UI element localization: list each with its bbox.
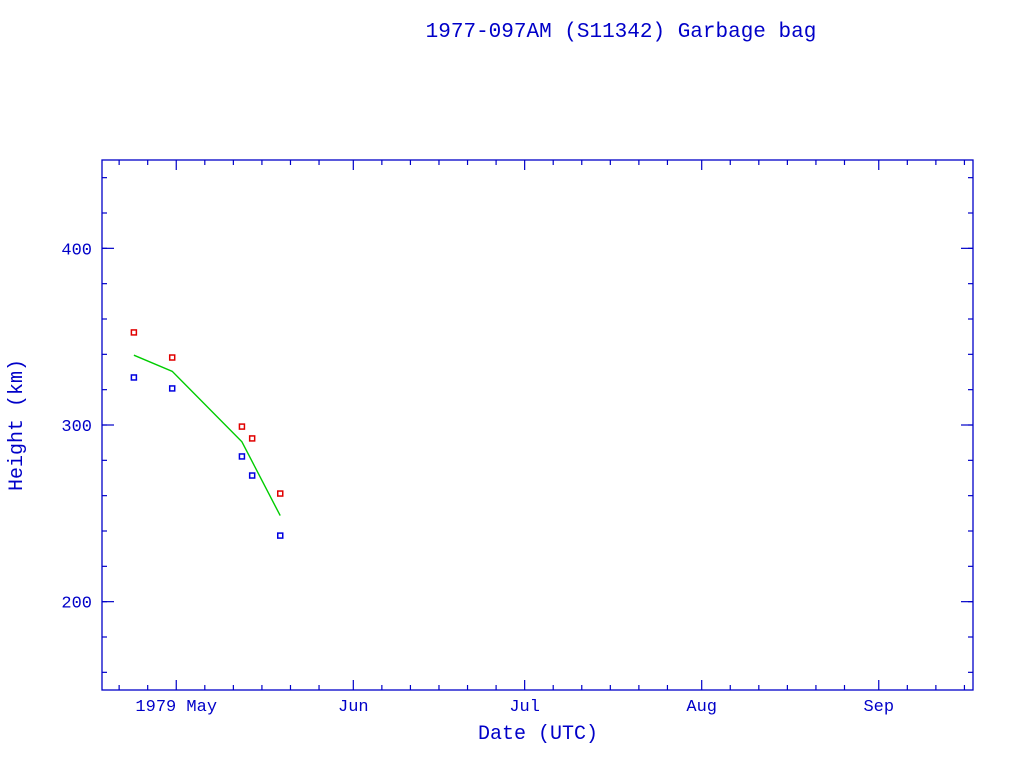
apogee-point (276, 490, 284, 497)
x-tick-label: Aug (686, 698, 717, 717)
perigee-point (238, 453, 246, 460)
apogee-point (238, 423, 246, 430)
x-tick-label: Jun (338, 698, 369, 717)
perigee-point (248, 472, 256, 479)
plot-frame (101, 159, 974, 691)
perigee-point (276, 532, 284, 539)
x-axis-label: Date (UTC) (478, 723, 598, 746)
y-tick-label: 200 (61, 595, 92, 614)
apogee-point (168, 354, 176, 361)
y-tick-label: 300 (61, 418, 92, 437)
x-tick-label: Jul (509, 698, 540, 717)
mean-height-line (133, 354, 281, 516)
x-tick-label: 1979 May (135, 698, 217, 717)
y-tick-label: 400 (61, 241, 92, 260)
apogee-point (130, 329, 138, 336)
apogee-point (248, 435, 256, 442)
perigee-point (168, 385, 176, 392)
x-tick-label: Sep (863, 698, 894, 717)
perigee-point (130, 374, 138, 381)
y-axis-label: Height (km) (6, 359, 29, 491)
chart-title: 1977-097AM (S11342) Garbage bag (426, 21, 817, 44)
